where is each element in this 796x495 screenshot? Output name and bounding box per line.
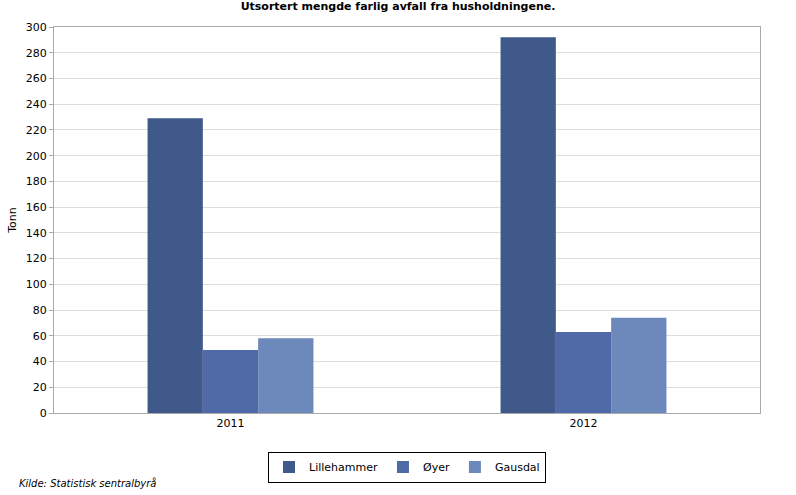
svg-text:60: 60	[33, 330, 47, 343]
svg-text:2012: 2012	[570, 417, 598, 430]
svg-text:200: 200	[26, 150, 47, 163]
svg-text:40: 40	[33, 355, 47, 368]
svg-text:Øyer: Øyer	[423, 461, 450, 474]
svg-text:120: 120	[26, 252, 47, 265]
svg-text:160: 160	[26, 201, 47, 214]
svg-text:180: 180	[26, 175, 47, 188]
svg-text:240: 240	[26, 98, 47, 111]
svg-text:260: 260	[26, 72, 47, 85]
svg-text:100: 100	[26, 278, 47, 291]
svg-text:0: 0	[40, 407, 47, 420]
svg-text:Kilde: Statistisk sentralbyrå: Kilde: Statistisk sentralbyrå	[19, 477, 157, 489]
svg-text:Gausdal: Gausdal	[495, 461, 540, 474]
svg-text:80: 80	[33, 304, 47, 317]
svg-text:Utsortert mengde farlig avfall: Utsortert mengde farlig avfall fra husho…	[241, 0, 556, 13]
svg-text:20: 20	[33, 381, 47, 394]
svg-text:300: 300	[26, 21, 47, 34]
svg-text:Tonn: Tonn	[6, 207, 19, 234]
svg-text:Lillehammer: Lillehammer	[309, 461, 378, 474]
svg-text:140: 140	[26, 227, 47, 240]
svg-text:220: 220	[26, 124, 47, 137]
svg-text:2011: 2011	[217, 417, 245, 430]
svg-text:280: 280	[26, 47, 47, 60]
